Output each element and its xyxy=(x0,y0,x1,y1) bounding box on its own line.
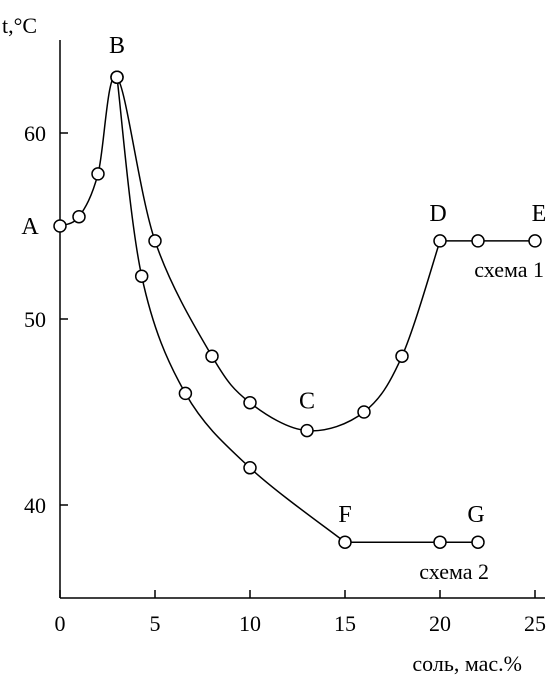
x-tick-label: 25 xyxy=(524,611,546,636)
series-1-point xyxy=(72,209,86,224)
series-1-point xyxy=(53,219,67,233)
x-axis-label: соль, мас.% xyxy=(412,651,522,676)
y-tick-label: 60 xyxy=(24,121,46,146)
y-axis-label: t,°C xyxy=(2,13,37,38)
series-1-line xyxy=(59,75,535,432)
series-1-label: схема 1 xyxy=(474,257,544,282)
series-markers xyxy=(53,70,542,549)
point-label-e: E xyxy=(532,201,547,227)
series-1-point xyxy=(528,234,542,248)
point-label-g: G xyxy=(467,502,484,528)
series-1-point xyxy=(91,167,105,181)
x-tick-label: 20 xyxy=(429,611,451,636)
point-label-d: D xyxy=(429,201,446,227)
series-1-point xyxy=(300,423,314,438)
point-label-b: B xyxy=(109,33,125,59)
series-1-point xyxy=(395,349,409,363)
series-2-point xyxy=(338,535,352,549)
x-tick-label: 15 xyxy=(334,611,356,636)
series-2-point xyxy=(178,386,193,401)
series-curves xyxy=(59,75,535,543)
x-tick-label: 10 xyxy=(239,611,261,636)
series-1-point xyxy=(357,405,371,419)
series-2-point xyxy=(110,70,124,84)
point-label-a: A xyxy=(21,214,39,240)
axis-ticks: 0 5 10 15 20 25 40 50 60 xyxy=(24,121,546,636)
series-2-label: схема 2 xyxy=(419,559,489,584)
series-1-point xyxy=(471,234,485,248)
series-1-point xyxy=(148,234,162,248)
series-1-point xyxy=(243,395,257,410)
y-tick-label: 50 xyxy=(24,307,46,332)
series-1-point xyxy=(433,234,447,248)
series-2-line xyxy=(116,77,478,543)
series-1-point xyxy=(205,349,219,363)
point-label-f: F xyxy=(338,502,351,528)
x-tick-label: 0 xyxy=(55,611,66,636)
y-tick-label: 40 xyxy=(24,493,46,518)
series-2-point xyxy=(433,535,447,549)
series-2-point xyxy=(243,461,257,475)
series-2-point xyxy=(134,269,149,283)
series-2-point xyxy=(471,535,485,549)
point-labels: A B C D E F G xyxy=(21,33,546,528)
x-tick-label: 5 xyxy=(150,611,161,636)
point-label-c: C xyxy=(299,389,315,415)
